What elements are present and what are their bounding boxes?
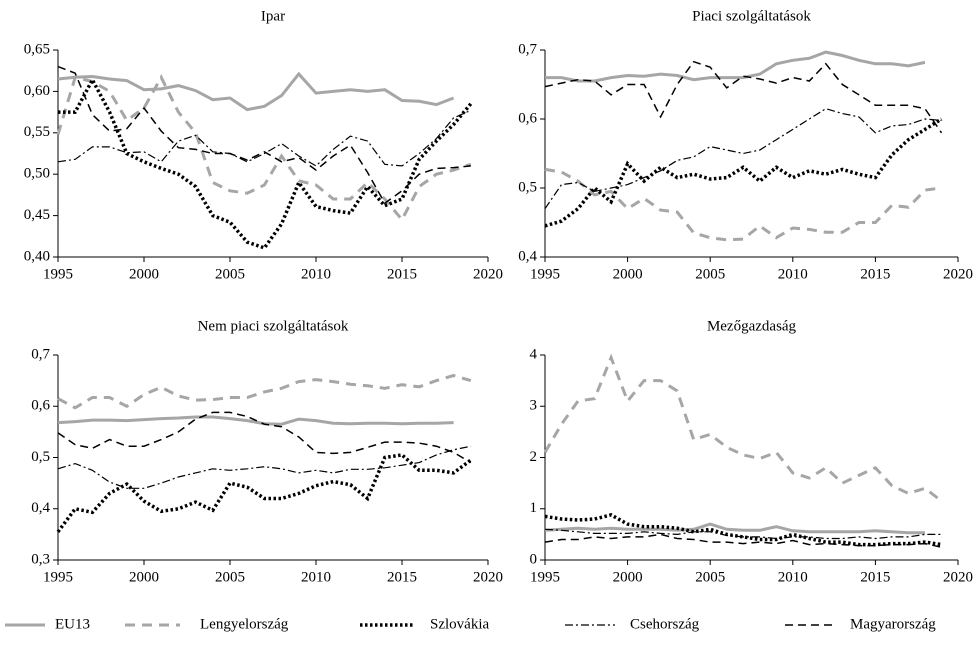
x-tick-label: 2015 <box>387 266 417 282</box>
y-tick-label: 0,5 <box>518 179 537 195</box>
series-line <box>544 60 943 134</box>
y-tick-label: 0,50 <box>24 166 50 182</box>
x-tick-label: 1995 <box>530 266 560 282</box>
y-tick-label: 0,5 <box>31 449 50 465</box>
series-line <box>544 108 942 210</box>
series-line <box>544 528 942 540</box>
y-tick-label: 0,4 <box>31 500 50 516</box>
y-tick-label: 0,45 <box>24 207 50 223</box>
y-tick-label: 0 <box>530 551 538 567</box>
y-tick-label: 0,7 <box>518 41 537 57</box>
panel-title: Nem piaci szolgáltatások <box>198 318 349 334</box>
y-tick-label: 0,65 <box>24 41 50 57</box>
y-tick-label: 0,4 <box>518 248 537 264</box>
series-line <box>544 117 943 228</box>
series-line <box>56 453 472 533</box>
x-tick-label: 2010 <box>301 569 331 585</box>
series-line <box>56 74 472 223</box>
y-tick-label: 0,7 <box>31 346 50 362</box>
y-tick-label: 0,40 <box>24 248 50 264</box>
x-tick-label: 2000 <box>613 266 643 282</box>
x-tick-label: 1995 <box>530 569 560 585</box>
series-line <box>57 415 454 426</box>
panel-title: Piaci szolgáltatások <box>692 8 811 24</box>
x-tick-label: 2015 <box>860 266 890 282</box>
series-line <box>57 373 472 410</box>
x-tick-label: 2020 <box>473 266 503 282</box>
x-tick-label: 2005 <box>215 569 245 585</box>
x-tick-label: 1995 <box>43 569 73 585</box>
y-tick-label: 0,60 <box>24 83 50 99</box>
legend-label: Lengyelország <box>200 616 289 632</box>
panel-title: Mezőgazdaság <box>707 318 797 334</box>
y-tick-label: 0,3 <box>31 551 50 567</box>
series-line <box>544 522 925 535</box>
y-tick-label: 0,6 <box>31 398 50 414</box>
y-tick-label: 0,55 <box>24 124 50 140</box>
panel-title: Ipar <box>261 8 285 24</box>
series-line <box>544 513 942 547</box>
x-tick-label: 2005 <box>695 266 725 282</box>
x-tick-label: 2020 <box>943 569 973 585</box>
series-line <box>544 533 942 548</box>
y-tick-label: 1 <box>530 500 538 516</box>
series-line <box>57 411 472 464</box>
x-tick-label: 2015 <box>387 569 417 585</box>
series-line <box>57 445 471 489</box>
x-tick-label: 2000 <box>613 569 643 585</box>
y-tick-label: 3 <box>530 398 538 414</box>
x-tick-label: 2010 <box>778 569 808 585</box>
series-line <box>57 65 471 205</box>
y-tick-label: 4 <box>530 346 538 362</box>
legend-label: Magyarország <box>850 616 936 632</box>
series-line <box>543 353 943 503</box>
series-line <box>57 109 472 167</box>
legend-label: Szlovákia <box>430 616 489 632</box>
series-line <box>57 71 455 112</box>
series-line <box>545 50 926 83</box>
y-tick-label: 2 <box>530 449 538 465</box>
y-tick-label: 0,6 <box>518 110 537 126</box>
legend-label: Csehország <box>630 616 700 632</box>
x-tick-label: 2000 <box>129 266 159 282</box>
x-tick-label: 2020 <box>943 266 973 282</box>
x-tick-label: 1995 <box>43 266 73 282</box>
x-tick-label: 2005 <box>695 569 725 585</box>
x-tick-label: 2005 <box>215 266 245 282</box>
series-line <box>544 167 942 242</box>
x-tick-label: 2020 <box>473 569 503 585</box>
x-tick-label: 2015 <box>860 569 890 585</box>
x-tick-label: 2000 <box>129 569 159 585</box>
series-line <box>58 76 473 250</box>
x-tick-label: 2010 <box>301 266 331 282</box>
x-tick-label: 2010 <box>778 266 808 282</box>
legend-label: EU13 <box>55 616 90 632</box>
